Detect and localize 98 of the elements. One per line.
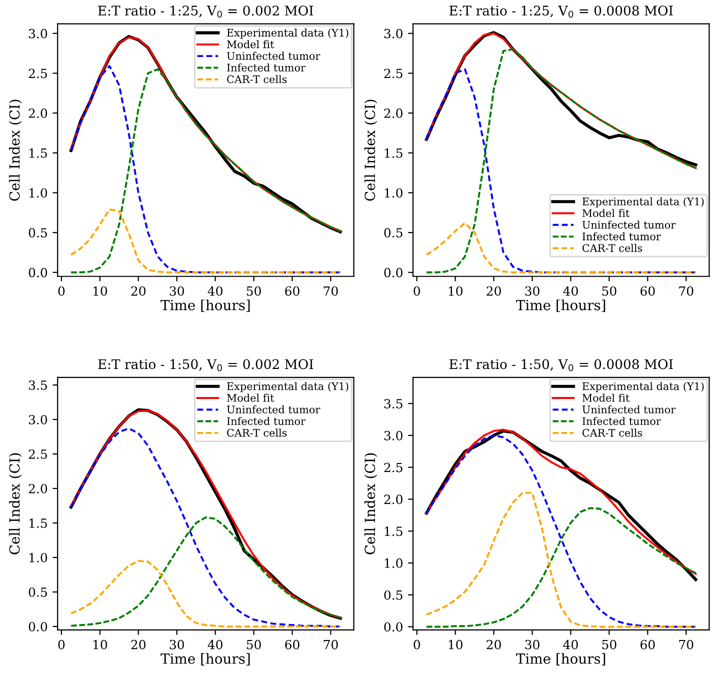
chart-title: E:T ratio - 1:50, V$_{0}$ = 0.002 MOI [98,359,314,372]
y-tick-label: 2.5 [384,68,402,78]
x-tick-label: 60 [285,640,300,650]
x-tick-label: 70 [324,286,338,296]
x-tick-label: 0 [414,286,420,296]
legend-label: CAR-T cells [227,428,287,437]
x-axis-title: Time [hours] [160,300,250,312]
chart-title: E:T ratio - 1:25, V$_{0}$ = 0.0008 MOI [449,6,673,18]
chart-title: E:T ratio - 1:25, V$_{0}$ = 0.002 MOI [98,6,314,18]
y-tick-label: 0.5 [384,590,402,600]
x-tick-label: 20 [486,286,501,296]
y-tick-label: 3.5 [384,399,402,408]
legend-label: Uninfected tumor [226,405,320,414]
y-tick-label: 2.0 [384,108,402,118]
x-axis-title: Time [hours] [160,653,250,666]
legend-label: CAR-T cells [582,244,642,252]
legend-label: Uninfected tumor [226,52,320,60]
x-tick-label: 10 [448,640,462,650]
y-tick-label: 2.5 [28,449,47,459]
y-tick-label: 3.0 [384,28,402,38]
y-tick-label: 3.0 [28,414,48,424]
legend-label: Experimental data (Y1) [227,28,348,39]
x-tick-label: 60 [640,286,655,296]
y-tick-label: 3.0 [384,430,402,440]
y-tick-label: 1.0 [384,558,402,568]
x-tick-label: 40 [208,640,222,650]
x-tick-label: 20 [131,640,146,650]
y-axis-title: Cell Index (CI) [364,100,378,201]
legend-label: Experimental data (Y1) [227,382,348,392]
legend-label: Infected tumor [582,417,661,426]
x-tick-label: 10 [93,640,108,650]
x-tick-label: 10 [93,286,108,296]
x-tick-label: 70 [324,640,338,650]
x-tick-label: 30 [525,286,540,296]
x-tick-label: 20 [131,286,146,296]
x-tick-label: 60 [285,286,300,296]
x-axis-title: Time [hours] [516,300,606,312]
y-tick-label: 3.0 [28,28,48,38]
y-tick-label: 2.5 [384,462,402,472]
y-tick-label: 0.0 [384,268,402,278]
x-tick-label: 40 [563,640,578,650]
x-tick-label: 50 [246,286,261,296]
x-tick-label: 20 [486,640,501,650]
chart-title: E:T ratio - 1:50, V$_{0}$ = 0.0008 MOI [449,359,673,372]
legend-label: Experimental data (Y1) [582,382,704,392]
y-axis-title: Cell Index (CI) [9,453,22,554]
x-tick-label: 50 [602,286,616,296]
x-tick-label: 0 [58,286,65,296]
x-tick-label: 30 [170,286,184,296]
line-series [426,222,697,274]
y-tick-label: 3.5 [28,380,47,390]
line-series [70,208,342,274]
legend-label: Model fit [582,394,630,402]
y-tick-label: 1.5 [30,148,47,158]
y-axis-title: Cell Index (CI) [364,453,378,554]
legend-label: CAR-T cells [582,428,642,437]
y-tick-label: 1.0 [384,188,402,198]
y-tick-label: 2.0 [28,108,48,118]
line-series [70,560,342,628]
legend-label: Uninfected tumor [582,220,676,229]
x-tick-label: 40 [208,286,222,296]
y-tick-label: 2.0 [28,484,48,494]
legend-label: CAR-T cells [227,75,287,84]
y-tick-label: 0.0 [28,622,48,632]
y-tick-label: 1.5 [384,526,402,536]
x-tick-label: 30 [525,640,540,650]
legend-label: Uninfected tumor [582,405,676,414]
y-tick-label: 1.5 [384,148,402,158]
x-axis-title: Time [hours] [516,653,606,666]
x-tick-label: 70 [679,286,694,296]
y-tick-label: 0.0 [384,622,402,632]
x-tick-label: 50 [246,640,261,650]
x-tick-label: 10 [448,286,462,296]
y-tick-label: 0.5 [28,228,47,238]
x-tick-label: 60 [640,640,655,650]
line-series [70,516,342,627]
y-tick-label: 0.0 [28,268,48,278]
legend-label: Infected tumor [227,63,306,72]
x-tick-label: 0 [414,640,420,650]
x-tick-label: 30 [170,640,184,650]
legend-label: Infected tumor [227,417,306,426]
x-tick-label: 0 [58,640,65,650]
x-tick-label: 50 [602,640,616,650]
y-tick-label: 0.5 [384,228,402,238]
y-axis-title: Cell Index (CI) [9,100,22,201]
legend-label: Model fit [582,208,630,218]
y-tick-label: 2.0 [384,494,402,504]
x-tick-label: 70 [679,640,694,650]
legend-label: Model fit [226,394,274,402]
legend-label: Model fit [226,40,274,48]
y-tick-label: 1.5 [30,518,47,528]
y-tick-label: 1.0 [30,188,48,198]
y-tick-label: 1.0 [30,552,48,562]
x-tick-label: 40 [563,286,578,296]
legend-label: Infected tumor [582,232,661,240]
y-tick-label: 0.5 [28,587,47,597]
legend-label: Experimental data (Y1) [582,197,704,208]
y-tick-label: 2.5 [28,68,47,78]
